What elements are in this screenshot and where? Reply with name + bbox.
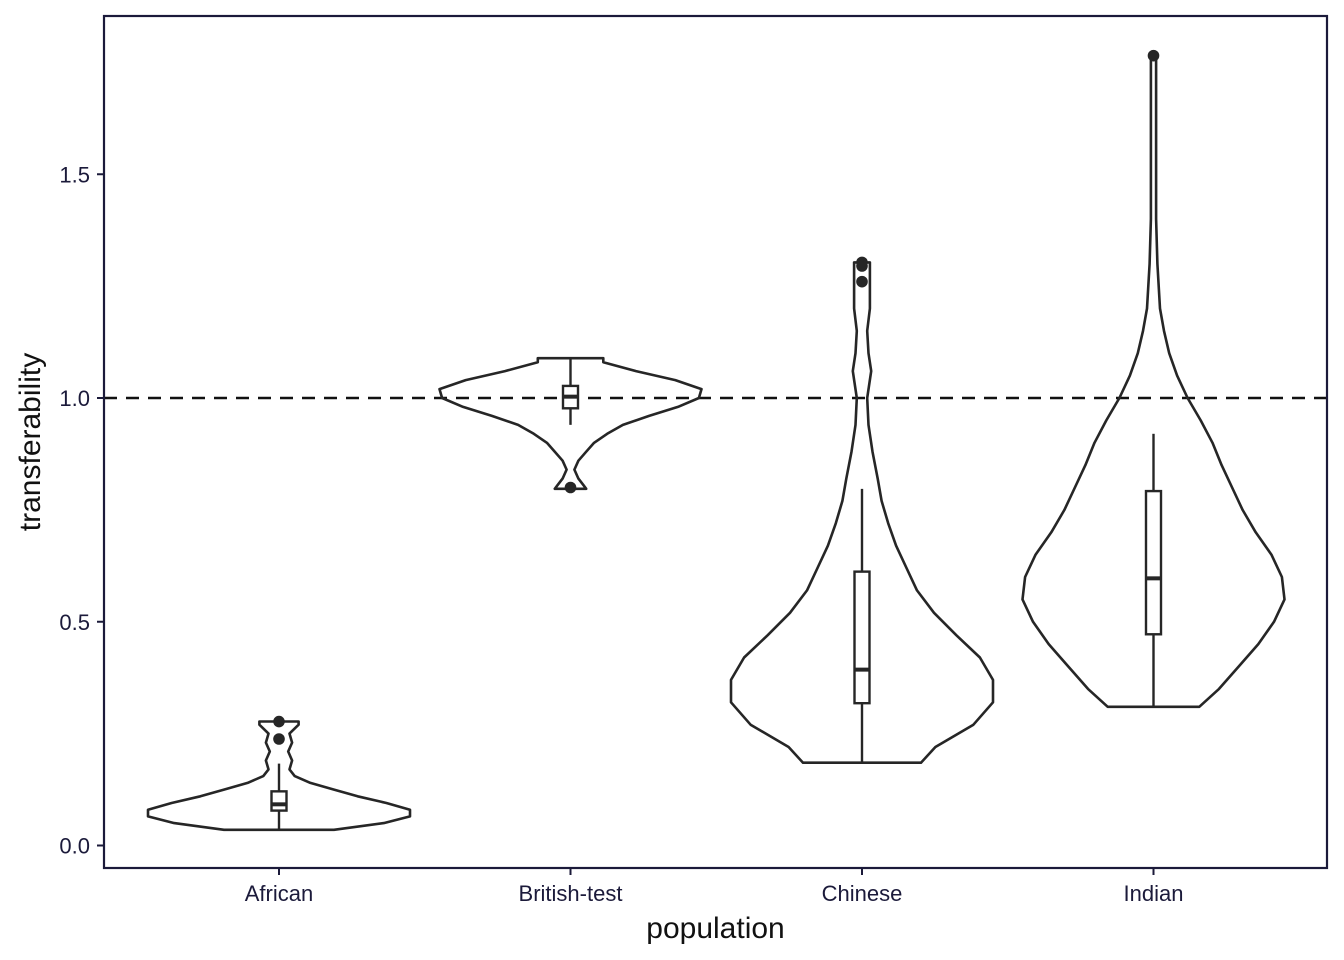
outlier-point-indian bbox=[1147, 49, 1160, 62]
axes: African British-test Chinese Indian 0.0 0.5 1.… bbox=[59, 14, 1329, 906]
violin-group-chinese bbox=[729, 256, 995, 764]
x-tick-label: Chinese bbox=[822, 881, 903, 906]
outlier-point-african bbox=[273, 715, 285, 728]
outlier-point-chinese bbox=[856, 260, 868, 272]
y-tick-label: 1.0 bbox=[59, 386, 90, 411]
violin-african bbox=[146, 720, 412, 832]
x-tick-label: African bbox=[245, 881, 313, 906]
plot-frame bbox=[102, 14, 1329, 870]
outlier-point-chinese bbox=[856, 275, 868, 288]
violin-group-african bbox=[146, 715, 412, 832]
outlier-point-british-test bbox=[564, 481, 577, 494]
violin-chinese bbox=[729, 261, 995, 764]
box-african bbox=[270, 790, 288, 812]
box-indian bbox=[1144, 489, 1163, 636]
violin-group-indian bbox=[1021, 49, 1286, 709]
x-tick-label: Indian bbox=[1124, 881, 1184, 906]
y-axis-title: transferability bbox=[14, 353, 47, 531]
plot-area bbox=[104, 49, 1327, 832]
y-tick-label: 1.5 bbox=[59, 162, 90, 187]
outlier-point-african bbox=[273, 733, 285, 745]
violin-british-test bbox=[438, 356, 703, 491]
violin-group-british-test bbox=[438, 356, 703, 494]
box-chinese bbox=[853, 570, 871, 705]
y-tick-label: 0.5 bbox=[59, 610, 90, 635]
x-tick-label: British-test bbox=[519, 881, 623, 906]
x-axis-title: population bbox=[646, 912, 784, 945]
y-tick-label: 0.0 bbox=[59, 834, 90, 859]
